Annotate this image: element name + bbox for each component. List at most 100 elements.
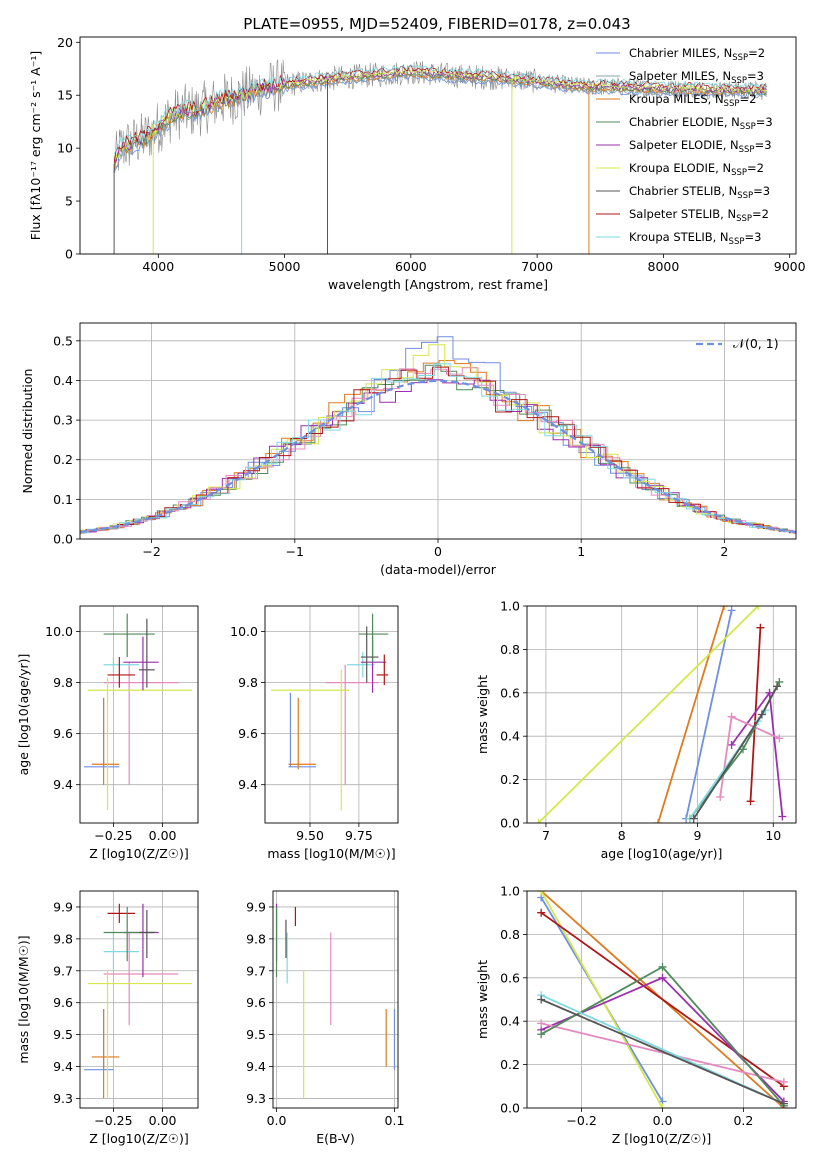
mass-weight-line	[719, 715, 780, 798]
y-tick-label: 9.4	[246, 1059, 266, 1074]
legend-text: =2	[747, 161, 764, 175]
x-tick-label: 0.0	[653, 1113, 673, 1128]
x-tick-label: 8	[618, 828, 626, 843]
errorbar-point	[139, 618, 155, 688]
axes-frame	[79, 36, 797, 255]
legend-text: =2	[748, 46, 765, 60]
errorbar-point	[360, 626, 379, 683]
plot-area	[270, 613, 389, 811]
x-tick-label: 0.00	[149, 828, 177, 843]
y-tick-label: 9.8	[238, 675, 258, 690]
axes-frame	[272, 890, 399, 1109]
mass-weight-marker	[654, 819, 663, 823]
model-spectrum-line	[113, 69, 767, 163]
errorbar-point	[123, 636, 159, 691]
legend-entry: Kroupa ELODIE, NSSP=2	[629, 161, 764, 178]
y-tick-label: 9.7	[53, 963, 73, 978]
legend-text: Chabrier STELIB, N	[629, 184, 737, 198]
x-tick-label: 0	[434, 544, 442, 559]
mass-weight-line	[685, 610, 733, 819]
mass-weight-marker	[738, 745, 747, 754]
y-axis-label: Flux [fλ10⁻¹⁷ erg cm⁻² s⁻¹ A⁻¹]	[28, 51, 43, 240]
plot-area	[80, 336, 796, 534]
errorbar-point	[376, 654, 389, 686]
y-tick-label: 9.8	[246, 931, 266, 946]
x-tick-label: 2	[720, 544, 728, 559]
histogram-series	[80, 344, 796, 534]
x-tick-label: −0.25	[94, 828, 132, 843]
legend-text: Kroupa ELODIE, N	[629, 161, 731, 175]
legend-entry: 𝒩(0, 1)	[733, 336, 779, 351]
y-tick-label: 10.0	[45, 624, 73, 639]
legend-entry: Chabrier MILES, NSSP=2	[629, 46, 765, 63]
x-axis-label: Z [log10(Z/Z☉)]	[612, 1131, 712, 1146]
errorbar-point	[288, 697, 316, 770]
y-axis-label: Normed distribution	[20, 369, 35, 494]
model-spectrum-line	[113, 70, 767, 165]
errorbar-point	[87, 677, 193, 811]
mass-weight-marker	[720, 606, 729, 610]
legend-entry: Salpeter ELODIE, NSSP=3	[629, 138, 772, 155]
mass-weight-marker	[658, 973, 667, 982]
mass-weight-marker	[754, 606, 763, 610]
y-axis-label: mass weight	[475, 960, 490, 1039]
legend-entry: Kroupa MILES, NSSP=2	[629, 92, 756, 109]
y-tick-label: 9.7	[246, 963, 266, 978]
y-tick-label: 20	[57, 35, 73, 50]
mass-weight-marker	[537, 1019, 546, 1028]
x-tick-label: 6000	[395, 259, 427, 274]
y-tick-label: 0.4	[500, 1014, 520, 1029]
legend-text: =3	[747, 69, 764, 83]
y-tick-label: 1.0	[500, 599, 520, 614]
y-tick-label: 9.6	[238, 726, 258, 741]
legend-text: Chabrier MILES, N	[629, 46, 732, 60]
y-tick-label: 9.3	[53, 1091, 73, 1106]
y-tick-label: 0.6	[500, 685, 520, 700]
y-tick-label: 0.6	[500, 970, 520, 985]
chart-spectrum: 4000 5000 6000 7000 8000 9000 0 5 10 15 20 waveleng…	[28, 35, 806, 292]
x-tick-label: 7000	[521, 259, 553, 274]
y-tick-label: 0.8	[500, 927, 520, 942]
legend-subscript: SSP	[724, 99, 740, 109]
errorbar-point	[107, 903, 136, 923]
legend-text: Salpeter MILES, N	[629, 69, 731, 83]
errorbar-point	[270, 669, 350, 811]
legend-text: =3	[756, 115, 773, 129]
x-tick-label: 0.0	[267, 1113, 287, 1128]
mass-weight-marker	[779, 1099, 788, 1108]
histogram-series	[80, 366, 796, 534]
x-tick-label: −0.25	[94, 1113, 132, 1128]
axes-frame	[79, 890, 199, 1109]
chart-mass_weight_vs_Z: −0.2 0.0 0.2 0.0 0.2 0.4 0.6 0.8 1.0 Z [log10(Z/Z…	[475, 884, 797, 1146]
mass-weight-marker	[534, 819, 543, 823]
y-tick-label: 5	[65, 194, 73, 209]
mass-weight-marker	[716, 792, 725, 801]
y-tick-label: 9.4	[53, 777, 73, 792]
x-axis-label: age [log10(age/yr)]	[601, 846, 723, 861]
chart-residual_histogram: −2 −1 0 1 2 0.0 0.1 0.2 0.3 0.4 0.5 (data-model)/er…	[20, 322, 797, 577]
x-tick-label: 0.1	[385, 1113, 405, 1128]
x-tick-label: 9000	[774, 259, 806, 274]
mass-weight-marker	[765, 688, 774, 697]
normal-reference-curve	[80, 379, 796, 534]
errorbar-point	[83, 697, 120, 768]
y-tick-label: 9.6	[53, 995, 73, 1010]
legend-text: =3	[755, 138, 772, 152]
errorbar-point	[358, 613, 389, 663]
mass-weight-line	[540, 891, 664, 1108]
x-axis-label: Z [log10(Z/Z☉)]	[89, 846, 189, 861]
x-tick-label: 10	[765, 828, 781, 843]
legend-text: =2	[739, 92, 756, 106]
legend-entry: Salpeter STELIB, NSSP=2	[629, 207, 769, 224]
legend: 𝒩(0, 1)	[696, 336, 779, 351]
legend-text: Kroupa STELIB, N	[629, 230, 729, 244]
y-axis-label: age [log10(age/yr)]	[16, 654, 31, 776]
legend-subscript: SSP	[731, 76, 747, 86]
x-tick-label: −0.2	[566, 1113, 596, 1128]
y-tick-label: 0.2	[53, 452, 73, 467]
x-axis-label: mass [log10(M/M☉)]	[267, 846, 395, 861]
y-tick-label: 0.0	[53, 532, 73, 547]
y-tick-label: 1.0	[500, 884, 520, 899]
